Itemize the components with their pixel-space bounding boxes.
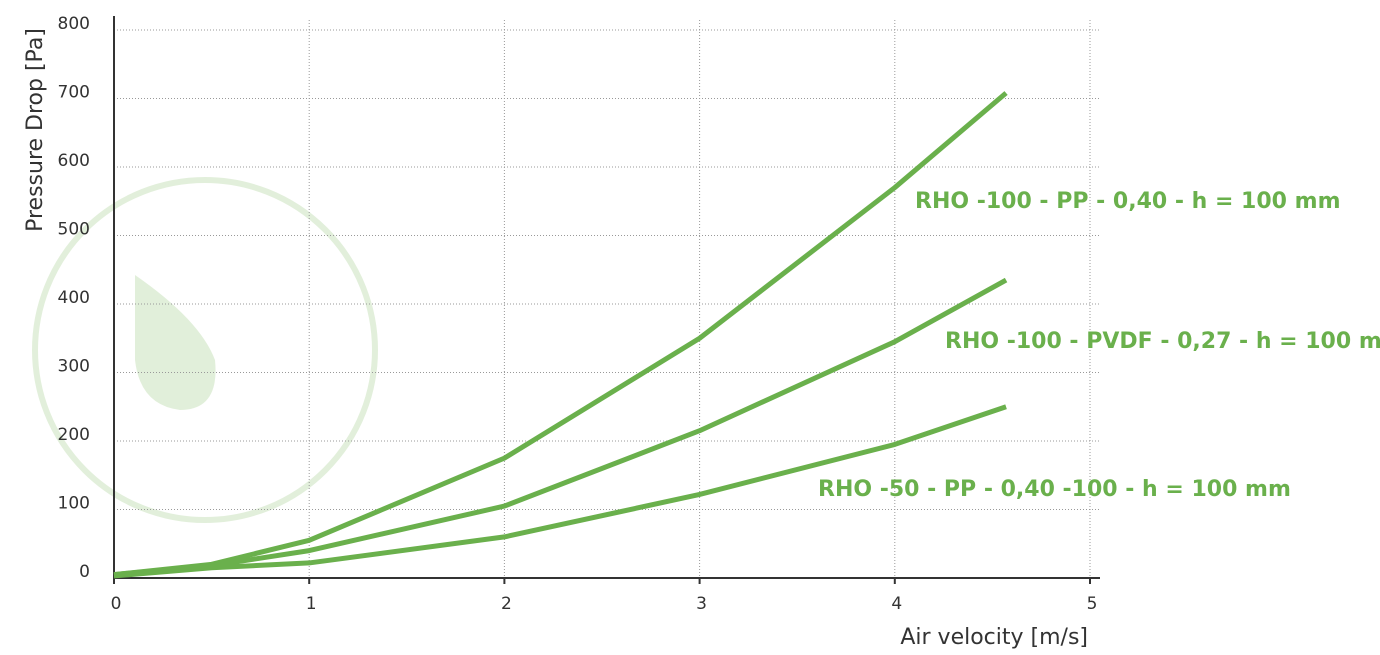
x-tick-label: 3: [696, 594, 707, 614]
y-tick-label: 200: [58, 425, 90, 445]
y-axis-label: Pressure Drop [Pa]: [23, 28, 48, 232]
data-line: [113, 404, 1007, 579]
data-line: [113, 91, 1008, 578]
y-tick-label: 300: [58, 357, 90, 377]
watermark: [32, 177, 378, 523]
y-tick-label: 0: [79, 562, 90, 582]
y-tick-label: 400: [58, 288, 90, 308]
series-label: RHO -50 - PP - 0,40 -100 - h = 100 mm: [818, 477, 1291, 502]
x-tick-label: 4: [891, 594, 902, 614]
x-tick-label: 2: [501, 594, 512, 614]
x-tick-label: 1: [306, 594, 317, 614]
series-label: RHO -100 - PP - 0,40 - h = 100 mm: [915, 189, 1341, 214]
series-label: RHO -100 - PVDF - 0,27 - h = 100 mm: [945, 329, 1380, 354]
y-tick-label: 700: [58, 83, 90, 103]
data-line: [113, 277, 1008, 578]
y-tick-label: 600: [58, 151, 90, 171]
y-tick-label: 500: [58, 220, 90, 240]
x-axis-label: Air velocity [m/s]: [900, 625, 1088, 650]
y-tick-label: 800: [58, 14, 90, 34]
x-tick-label: 5: [1087, 594, 1098, 614]
y-tick-label: 100: [58, 494, 90, 514]
x-tick-label: 0: [111, 594, 122, 614]
